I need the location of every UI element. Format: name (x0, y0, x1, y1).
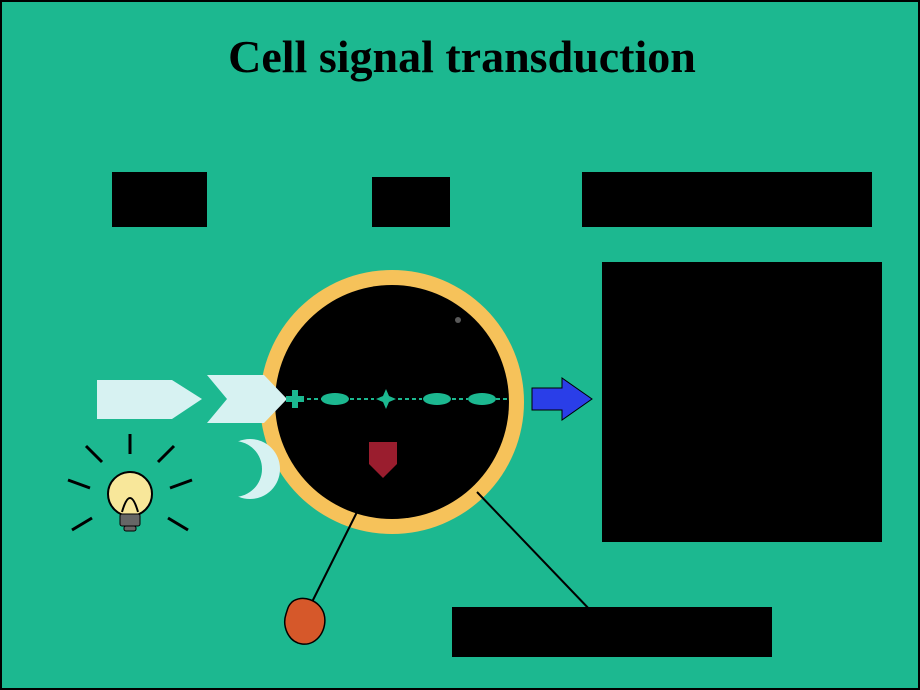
chain-node-1 (423, 393, 451, 405)
signal-arrow-1 (97, 380, 172, 419)
receptor-dot (455, 317, 461, 323)
response-label-box (582, 172, 872, 227)
bottom-label-box (452, 607, 772, 657)
response-main-box (602, 262, 882, 542)
diagram-canvas: Cell signal transduction (0, 0, 920, 690)
bulb-ray-3 (68, 480, 90, 488)
bulb-ray-5 (72, 518, 92, 530)
signal-label-box (112, 172, 207, 227)
bulb-ray-2 (158, 446, 174, 462)
effector-blob (285, 598, 325, 644)
cell-label-box (372, 177, 450, 227)
output-arrow (532, 378, 592, 420)
diagram-svg (2, 2, 920, 690)
lightbulb-icon (108, 472, 152, 516)
crescent-icon (220, 439, 280, 499)
chain-node-0 (321, 393, 349, 405)
pointer-line-1 (477, 492, 592, 612)
bulb-ray-6 (168, 518, 188, 530)
bulb-ray-1 (86, 446, 102, 462)
bulb-base (120, 514, 140, 526)
chain-node-2 (468, 393, 496, 405)
pointer-line-0 (307, 512, 357, 612)
bulb-tip (124, 526, 136, 531)
signal-arrow-1-head (172, 380, 202, 419)
bulb-ray-4 (170, 480, 192, 488)
